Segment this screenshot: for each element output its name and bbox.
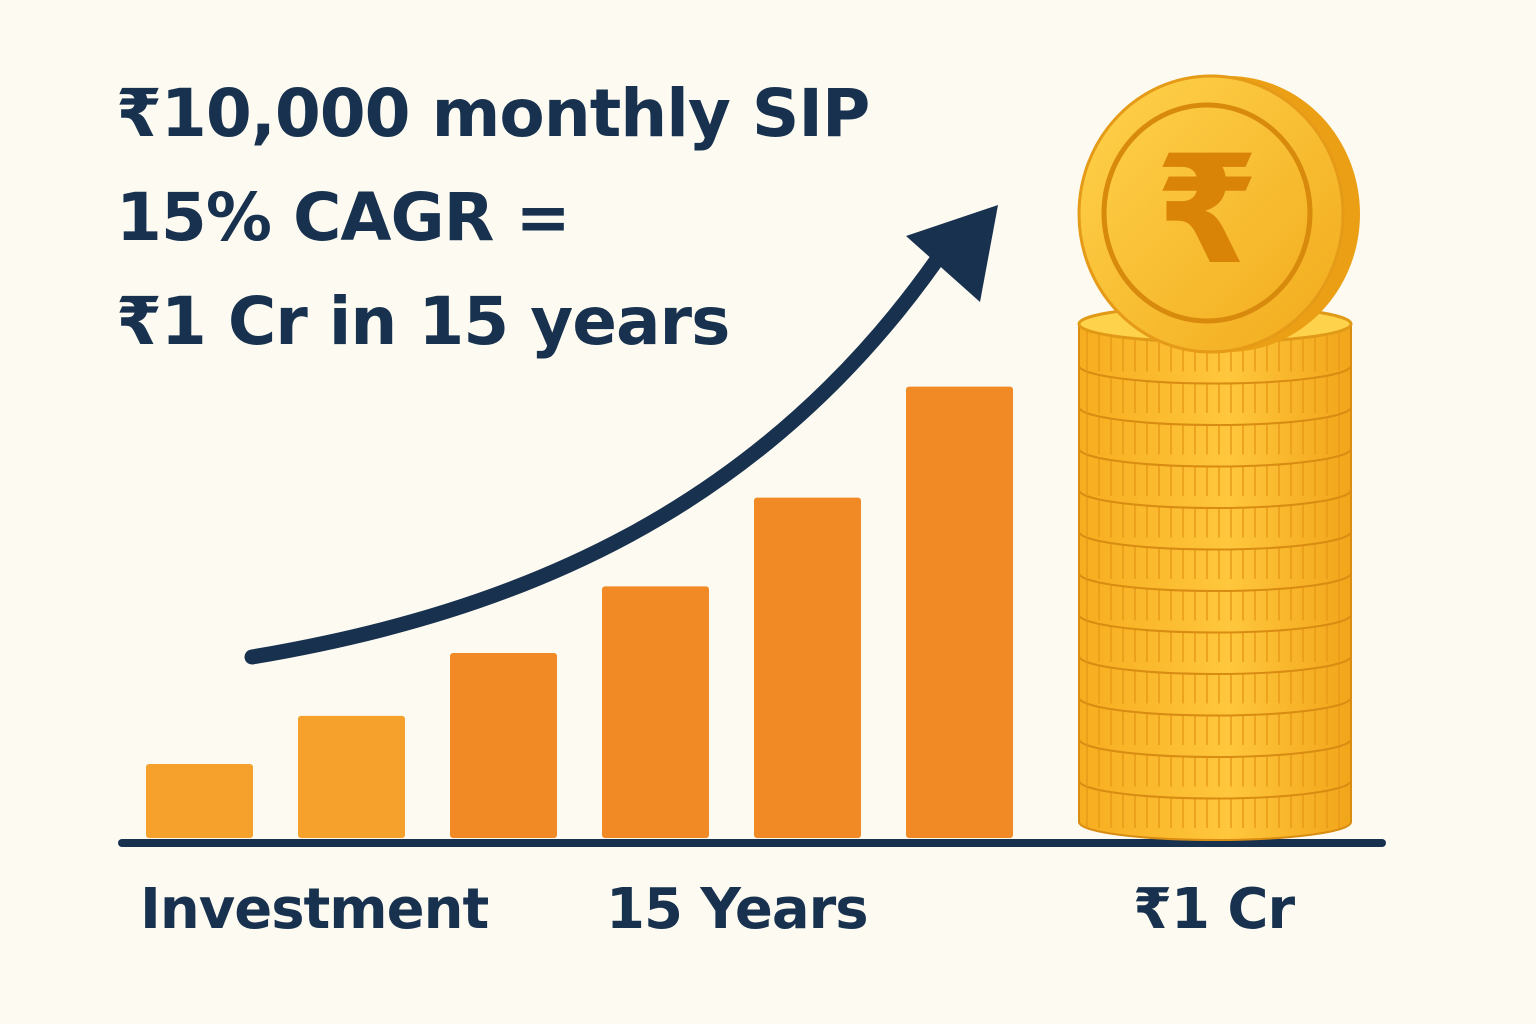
up-arrow-icon xyxy=(244,205,998,665)
x-label-investment: Investment xyxy=(140,877,489,942)
headline-line-3: ₹1 Cr in 15 years xyxy=(116,283,730,360)
bar-6 xyxy=(906,386,1013,838)
x-label-1-cr: ₹1 Cr xyxy=(1133,877,1295,942)
bar-4 xyxy=(602,586,709,838)
bar-5 xyxy=(754,497,861,838)
x-label-15-years: 15 Years xyxy=(606,877,869,942)
headline-line-1: ₹10,000 monthly SIP xyxy=(116,75,870,152)
svg-text:₹: ₹ xyxy=(1155,124,1259,298)
bar-2 xyxy=(298,715,405,838)
rupee-coin-stack-icon xyxy=(1077,304,1353,841)
headline-line-2: 15% CAGR = xyxy=(116,179,571,256)
headline: ₹10,000 monthly SIP 15% CAGR = ₹1 Cr in … xyxy=(116,62,870,374)
bar-3 xyxy=(450,653,557,838)
bar-1 xyxy=(146,764,253,838)
bars-group xyxy=(146,386,1013,838)
rupee-coin-icon: ₹ xyxy=(1077,74,1360,354)
